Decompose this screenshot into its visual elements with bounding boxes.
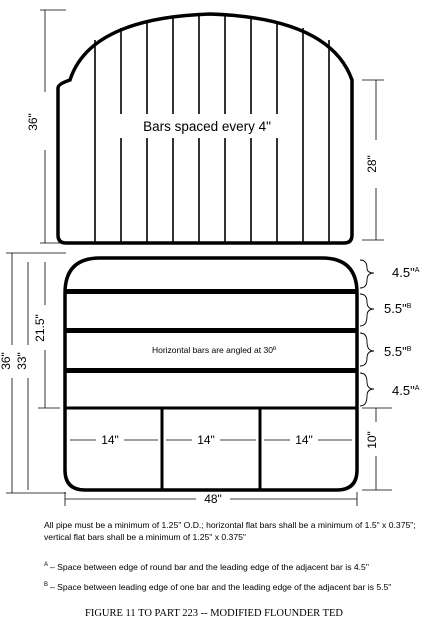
spacing-brace xyxy=(359,293,375,327)
top-height-dimension xyxy=(40,9,66,244)
spacing-brace xyxy=(359,259,375,289)
spacing-braces xyxy=(359,259,375,407)
bottom-section-label-2: 14" xyxy=(197,433,215,447)
bottom-height-33-label: 33" xyxy=(15,352,29,370)
horizontal-flat-bars xyxy=(66,289,356,373)
ted-diagram: Bars spaced every 4" 36" 28" Horizontal … xyxy=(0,9,420,506)
bars-spacing-label: Bars spaced every 4" xyxy=(143,119,271,134)
note-b: B – Space between leading edge of one bar… xyxy=(44,580,424,593)
note-b-text: – Space between leading edge of one bar … xyxy=(50,581,392,592)
bottom-section-height-label: 10" xyxy=(365,431,379,449)
bottom-frame: Horizontal bars are angled at 30º 14" 14… xyxy=(63,256,359,492)
horizontal-flat-bar xyxy=(66,289,356,294)
horizontal-bars-angle-label: Horizontal bars are angled at 30º xyxy=(152,345,276,355)
top-inner-height-label: 28" xyxy=(365,155,379,173)
bottom-section-label-3: 14" xyxy=(295,433,313,447)
bottom-width-label: 48" xyxy=(204,492,222,506)
pipe-requirements-note: All pipe must be a minimum of 1.25" O.D.… xyxy=(44,520,416,542)
top-frame: Bars spaced every 4" xyxy=(56,12,354,245)
bottom-total-height-label: 36" xyxy=(0,352,13,370)
note-a-text: – Space between edge of round bar and th… xyxy=(50,561,369,572)
bottom-section-label-1: 14" xyxy=(101,433,119,447)
bottom-frame-outline xyxy=(63,256,359,492)
spacing-label-4: 4.5"A xyxy=(392,383,420,398)
spacing-brace xyxy=(359,332,375,367)
spacing-labels: 4.5"A 5.5"B 5.5"B 4.5"A xyxy=(384,265,420,398)
note-b-marker: B xyxy=(44,582,49,588)
spacing-label-1: 4.5"A xyxy=(392,265,420,280)
label-background xyxy=(118,114,298,138)
horizontal-flat-bar xyxy=(66,328,356,333)
bottom-width-dimension xyxy=(64,492,358,506)
figure-caption: FIGURE 11 TO PART 223 -- MODIFIED FLOUND… xyxy=(85,608,343,619)
horizontal-flat-bar xyxy=(66,368,356,373)
note-a-marker: A xyxy=(44,562,49,568)
top-height-label: 36" xyxy=(26,113,40,131)
bottom-height-21-5-dimension xyxy=(38,262,60,409)
note-a: A – Space between edge of round bar and t… xyxy=(44,560,424,573)
spacing-label-2: 5.5"B xyxy=(384,301,412,316)
top-inner-height-dimension xyxy=(362,79,384,241)
bottom-total-height-dimension xyxy=(6,252,66,494)
spacing-brace xyxy=(359,372,375,407)
bottom-height-21-5-label: 21.5" xyxy=(33,314,47,342)
bottom-section-height-dimension xyxy=(362,407,392,491)
spacing-label-3: 5.5"B xyxy=(384,344,412,359)
